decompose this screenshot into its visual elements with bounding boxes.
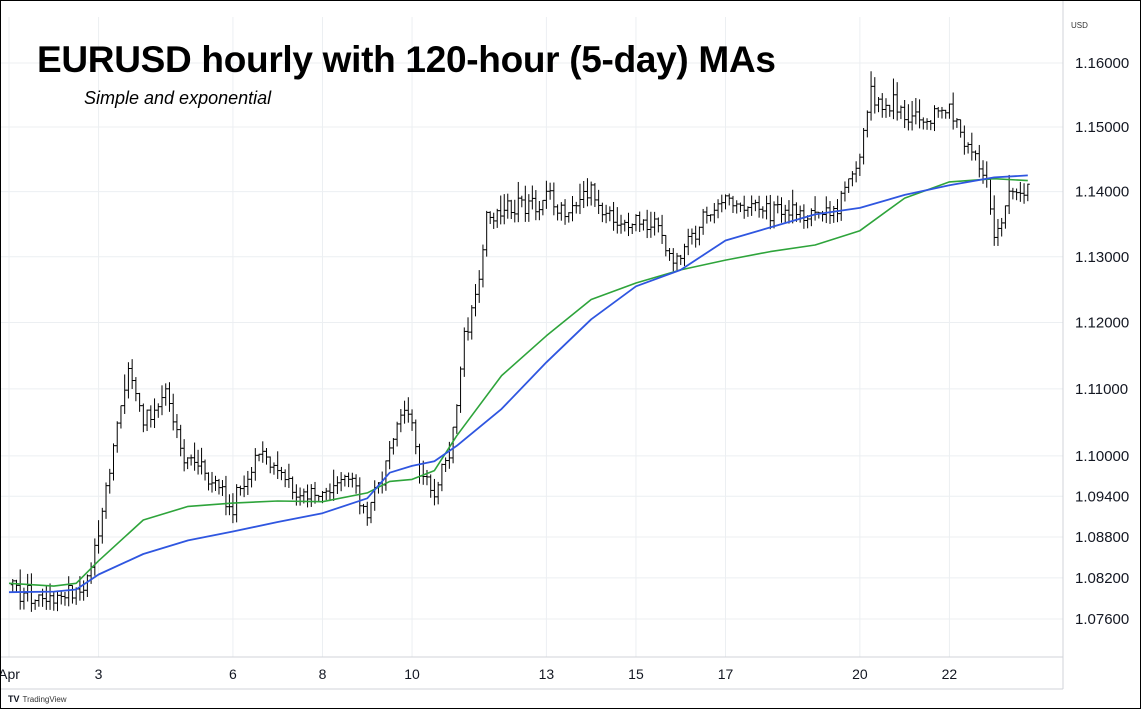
grid-layer (1, 17, 1063, 657)
y-tick-label: 1.07600 (1075, 611, 1129, 628)
y-tick-label: 1.16000 (1075, 55, 1129, 72)
x-tick-label: 8 (319, 666, 327, 682)
y-tick-label: 1.14000 (1075, 184, 1129, 201)
y-tick-label: 1.11000 (1075, 381, 1128, 398)
x-tick-label: 13 (539, 666, 555, 682)
x-tick-label: 22 (942, 666, 958, 682)
currency-label: USD (1071, 21, 1088, 30)
x-tick-label: 15 (628, 666, 644, 682)
axis-layer: 1.16000 1.15000 1.14000 1.13000 1.12000 1.110… (1, 1, 1129, 690)
x-tick-label: 20 (852, 666, 868, 682)
x-tick-label: 6 (229, 666, 237, 682)
price-bars-layer (10, 71, 1030, 612)
y-tick-label: 1.13000 (1075, 249, 1129, 266)
y-tick-label: 1.15000 (1075, 119, 1129, 136)
moving-average-layer (8, 174, 1028, 594)
tradingview-logo-icon: TV (8, 694, 20, 704)
y-tick-label: 1.08800 (1075, 529, 1129, 546)
chart-subtitle: Simple and exponential (84, 88, 272, 108)
x-tick-label: 3 (95, 666, 103, 682)
y-tick-label: 1.12000 (1075, 315, 1129, 332)
tradingview-brand[interactable]: TV TradingView (8, 694, 67, 704)
y-tick-label: 1.09400 (1075, 488, 1129, 505)
x-tick-label: 10 (404, 666, 420, 682)
ema-120-line (8, 177, 1028, 587)
chart-title: EURUSD hourly with 120-hour (5-day) MAs (37, 39, 776, 80)
x-tick-label: Apr (1, 666, 20, 682)
y-tick-label: 1.08200 (1075, 570, 1129, 587)
y-tick-label: 1.10000 (1075, 448, 1129, 465)
x-tick-label: 17 (718, 666, 734, 682)
brand-label: TradingView (22, 694, 67, 704)
sma-120-line (8, 174, 1028, 594)
